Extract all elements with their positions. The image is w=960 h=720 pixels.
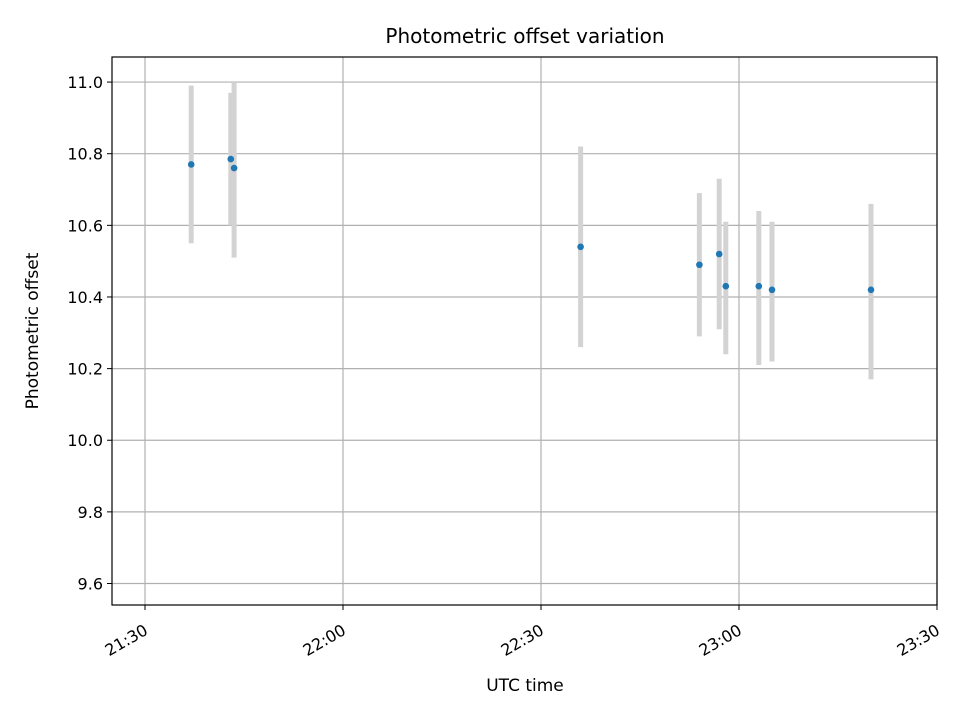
y-tick-label: 10.0 (67, 431, 103, 450)
data-point (867, 286, 875, 294)
data-point (230, 164, 238, 172)
data-point (187, 161, 195, 168)
data-point (715, 250, 723, 258)
data-point (722, 282, 730, 290)
data-point (227, 155, 235, 163)
x-axis-label: UTC time (486, 676, 564, 696)
data-point (696, 261, 703, 269)
y-tick-label: 9.8 (78, 503, 103, 522)
y-tick-label: 10.8 (67, 145, 103, 164)
y-axis-ticks: 9.6 9.8 10.0 10.2 10.4 10.6 10.8 11.0 (67, 73, 112, 594)
data-point (755, 282, 763, 290)
y-tick-label: 9.6 (78, 575, 103, 594)
y-tick-label: 10.4 (67, 288, 103, 307)
chart-title: Photometric offset variation (385, 24, 664, 48)
y-axis-label: Photometric offset (23, 252, 43, 409)
data-point (577, 243, 584, 251)
y-tick-label: 10.2 (67, 360, 103, 379)
y-tick-label: 11.0 (67, 73, 103, 92)
data-point (768, 286, 776, 294)
data-points (187, 155, 875, 294)
plot-frame (111, 56, 938, 606)
y-tick-label: 10.6 (67, 216, 103, 235)
